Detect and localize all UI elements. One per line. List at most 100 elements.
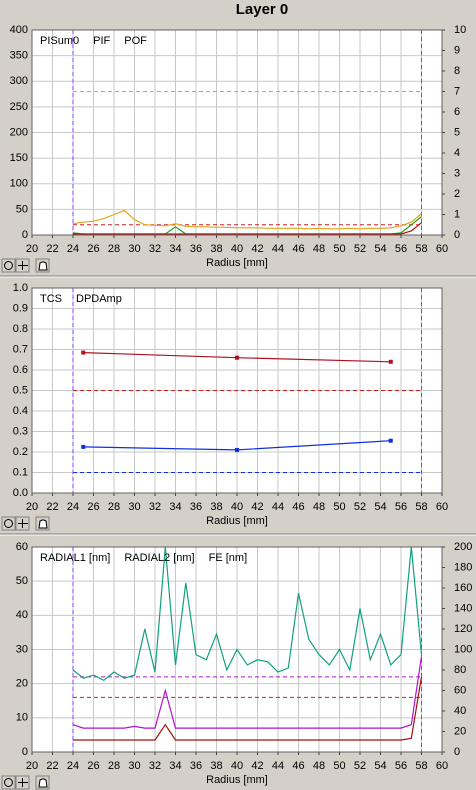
legend-entry: PISum0 xyxy=(40,35,79,47)
x-tick-label: 44 xyxy=(272,243,284,255)
y-tick-label: 60 xyxy=(16,541,28,553)
x-tick-label: 22 xyxy=(46,501,58,513)
x-axis-label: Radius [mm] xyxy=(206,774,268,786)
y2-tick-label: 10 xyxy=(454,24,466,36)
x-tick-label: 58 xyxy=(415,501,427,513)
y2-tick-label: 7 xyxy=(454,85,460,97)
x-tick-label: 48 xyxy=(313,243,325,255)
y2-tick-label: 60 xyxy=(454,684,466,696)
y-tick-label: 300 xyxy=(10,75,28,87)
page-title: Layer 0 xyxy=(236,1,289,18)
x-tick-label: 46 xyxy=(292,501,304,513)
y-tick-label: 0.3 xyxy=(13,425,28,437)
y2-tick-label: 40 xyxy=(454,705,466,717)
x-tick-label: 32 xyxy=(149,760,161,772)
x-tick-label: 44 xyxy=(272,501,284,513)
toolbar-icon xyxy=(38,778,48,788)
x-tick-label: 60 xyxy=(436,760,448,772)
y2-tick-label: 4 xyxy=(454,147,460,159)
y2-tick-label: 6 xyxy=(454,106,460,118)
x-tick-label: 46 xyxy=(292,243,304,255)
y2-tick-label: 80 xyxy=(454,664,466,676)
series-line xyxy=(73,676,423,741)
x-tick-label: 46 xyxy=(292,760,304,772)
x-tick-label: 36 xyxy=(190,243,202,255)
data-point xyxy=(388,438,393,443)
x-tick-label: 44 xyxy=(272,760,284,772)
y-tick-label: 1.0 xyxy=(13,282,28,294)
y-tick-label: 30 xyxy=(16,643,28,655)
y2-tick-label: 140 xyxy=(454,602,472,614)
legend-entry: TCS xyxy=(40,293,62,305)
y2-tick-label: 0 xyxy=(454,229,460,241)
legend-entry: DPDAmp xyxy=(76,293,122,305)
y2-tick-label: 180 xyxy=(454,561,472,573)
x-tick-label: 24 xyxy=(67,760,79,772)
toolbar-icon xyxy=(4,778,13,787)
y-tick-label: 350 xyxy=(10,50,28,62)
x-tick-label: 48 xyxy=(313,760,325,772)
x-tick-label: 22 xyxy=(46,760,58,772)
x-tick-label: 56 xyxy=(395,243,407,255)
x-tick-label: 24 xyxy=(67,243,79,255)
x-tick-label: 36 xyxy=(190,501,202,513)
x-tick-label: 40 xyxy=(231,760,243,772)
x-tick-label: 58 xyxy=(415,243,427,255)
toolbar-button xyxy=(1,516,16,531)
series-line xyxy=(73,222,422,235)
y2-tick-label: 100 xyxy=(454,643,472,655)
y2-tick-label: 8 xyxy=(454,65,460,77)
y2-tick-label: 1 xyxy=(454,208,460,220)
x-tick-label: 36 xyxy=(190,760,202,772)
x-tick-label: 26 xyxy=(87,760,99,772)
x-tick-label: 34 xyxy=(169,243,181,255)
x-tick-label: 52 xyxy=(354,501,366,513)
legend-entry: PIF xyxy=(93,35,110,47)
legend-entry: POF xyxy=(124,35,147,47)
y-tick-label: 0.7 xyxy=(13,343,28,355)
x-tick-label: 40 xyxy=(231,501,243,513)
x-tick-label: 40 xyxy=(231,243,243,255)
plot-frame xyxy=(31,287,443,494)
y-tick-label: 0 xyxy=(22,746,28,758)
x-tick-label: 60 xyxy=(436,243,448,255)
x-tick-label: 54 xyxy=(374,501,386,513)
x-tick-label: 54 xyxy=(374,760,386,772)
x-tick-label: 34 xyxy=(169,501,181,513)
x-tick-label: 20 xyxy=(26,501,38,513)
data-point xyxy=(388,359,393,364)
x-tick-label: 28 xyxy=(108,501,120,513)
x-tick-label: 56 xyxy=(395,501,407,513)
legend-entry: RADIAL1 [nm] xyxy=(40,552,110,564)
x-axis-label: Radius [mm] xyxy=(206,515,268,527)
y-tick-label: 0.4 xyxy=(13,405,28,417)
x-tick-label: 56 xyxy=(395,760,407,772)
legend-entry: RADIAL2 [nm] xyxy=(124,552,194,564)
x-tick-label: 38 xyxy=(210,760,222,772)
y-tick-label: 0.2 xyxy=(13,446,28,458)
x-tick-label: 28 xyxy=(108,760,120,772)
x-tick-label: 42 xyxy=(251,760,263,772)
y2-tick-label: 0 xyxy=(454,746,460,758)
x-tick-label: 50 xyxy=(333,501,345,513)
toolbar-button xyxy=(1,775,16,790)
toolbar-icon xyxy=(38,261,48,271)
y2-tick-label: 2 xyxy=(454,188,460,200)
x-tick-label: 52 xyxy=(354,243,366,255)
data-point xyxy=(235,447,239,452)
y-tick-label: 250 xyxy=(10,101,28,113)
y2-tick-label: 160 xyxy=(454,582,472,594)
y2-tick-label: 20 xyxy=(454,725,466,737)
x-tick-label: 26 xyxy=(87,501,99,513)
x-tick-label: 30 xyxy=(128,501,140,513)
y-tick-label: 0.6 xyxy=(13,364,28,376)
y-tick-label: 0.0 xyxy=(13,487,28,499)
y-tick-label: 150 xyxy=(10,152,28,164)
x-tick-label: 42 xyxy=(251,243,263,255)
x-tick-label: 50 xyxy=(333,760,345,772)
toolbar-icon xyxy=(38,519,48,529)
series-line xyxy=(72,209,422,230)
y-tick-label: 0.5 xyxy=(13,384,28,396)
x-tick-label: 58 xyxy=(415,760,427,772)
toolbar-button xyxy=(1,258,16,273)
